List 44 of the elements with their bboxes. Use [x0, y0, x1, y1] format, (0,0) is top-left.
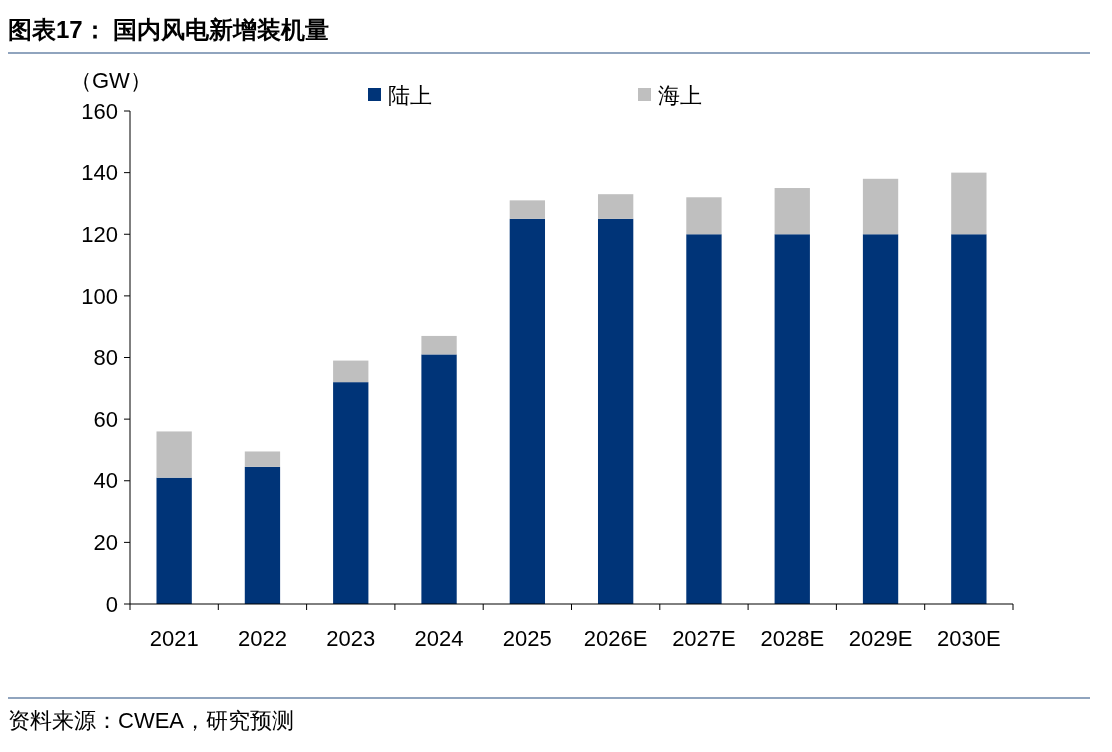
text: 资料来源：CWEA，研究预测: [8, 708, 294, 733]
bar: [421, 335, 457, 355]
x-tick-label: 2027E: [672, 626, 736, 651]
bar: [509, 200, 546, 219]
legend-label: 陆上: [388, 82, 432, 108]
bar: [862, 178, 899, 235]
bar: [156, 431, 192, 478]
bar: [421, 354, 457, 604]
bar: [686, 197, 722, 235]
bar: [509, 218, 546, 604]
bar: [951, 234, 987, 604]
bar: [951, 172, 987, 235]
bar: [333, 382, 369, 604]
bar: [862, 234, 899, 604]
y-tick-label: 20: [93, 530, 118, 556]
x-tick-label: 2023: [326, 626, 376, 651]
x-tick-label: 2026E: [583, 626, 648, 651]
y-tick-label: 60: [93, 406, 118, 432]
bar: [597, 194, 634, 219]
y-tick-label: 120: [81, 221, 118, 247]
legend-label: 海上: [658, 82, 702, 108]
bar: [244, 451, 281, 467]
x-tick-label: 2029E: [848, 626, 913, 651]
x-tick-label: 2024: [414, 626, 464, 651]
bar: [333, 360, 369, 383]
y-tick-label: 100: [81, 283, 118, 309]
bar: [774, 234, 810, 604]
bar: [686, 234, 722, 604]
y-tick-label: 80: [93, 345, 118, 371]
x-tick-label: 2028E: [760, 626, 825, 651]
bar: [597, 218, 634, 604]
y-tick-label: 0: [105, 591, 118, 617]
y-tick-label: 40: [93, 468, 118, 494]
bar: [156, 477, 192, 604]
y-tick-label: 160: [81, 98, 118, 124]
x-tick-label: 2030E: [937, 626, 1001, 651]
y-axis-title: （GW）: [70, 68, 152, 93]
x-tick-label: 2021: [149, 626, 199, 651]
x-tick-label: 2022: [237, 626, 287, 651]
chart-title: 图表17： 国内风电新增装机量: [8, 16, 330, 43]
bar: [244, 466, 281, 604]
x-tick-label: 2025: [502, 626, 552, 651]
y-tick-label: 140: [81, 160, 118, 186]
bar: [774, 188, 810, 235]
